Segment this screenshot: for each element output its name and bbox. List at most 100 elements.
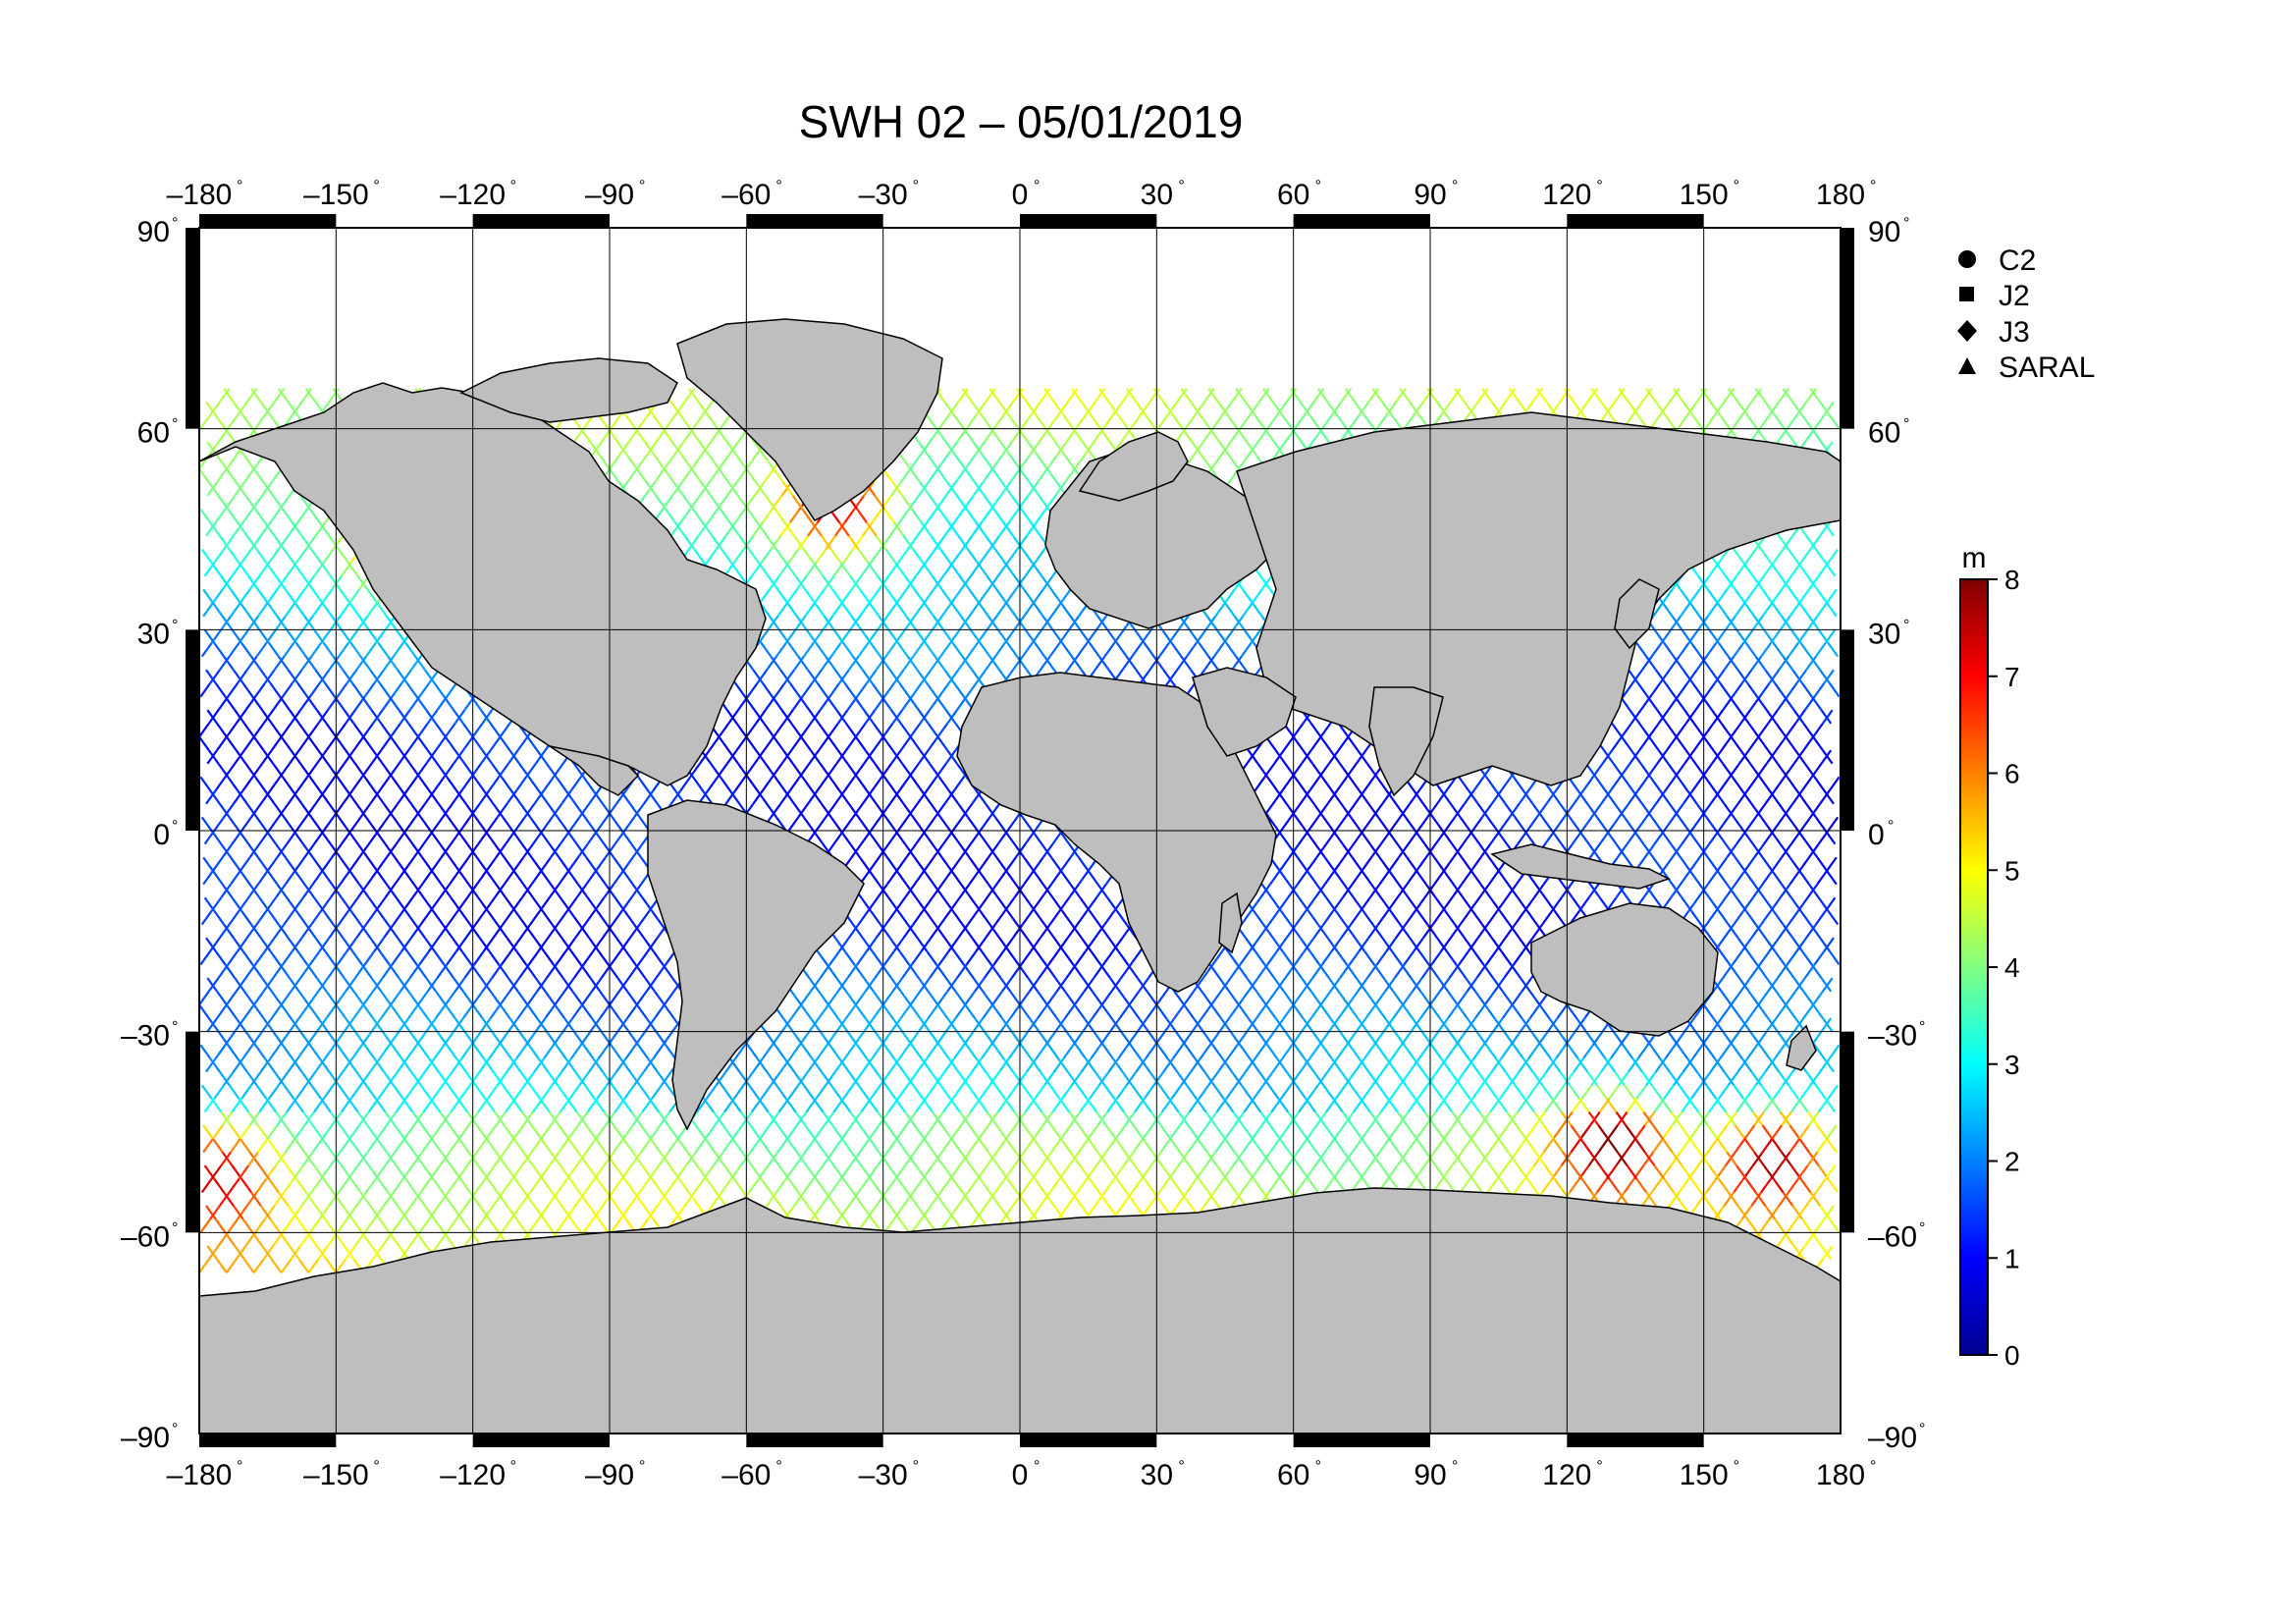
track-segment (235, 1017, 247, 1033)
track-segment (946, 441, 958, 457)
track-segment (342, 1205, 353, 1220)
track-segment (1802, 991, 1815, 1006)
track-segment (321, 1138, 334, 1154)
track-segment (838, 669, 850, 684)
track-segment (464, 1070, 477, 1086)
track-segment (403, 870, 415, 886)
track-segment (992, 414, 1005, 430)
track-segment (457, 1124, 470, 1140)
track-segment (481, 1017, 494, 1033)
track-segment (967, 642, 979, 658)
track-segment (537, 1205, 550, 1220)
track-segment (356, 1151, 369, 1166)
track-segment (1034, 548, 1045, 564)
track-segment (1758, 1044, 1771, 1059)
track-segment (467, 1110, 480, 1126)
track-segment (1725, 1110, 1736, 1126)
track-segment (965, 682, 978, 698)
track-segment (459, 1084, 471, 1100)
track-segment (526, 1003, 539, 1019)
track-segment (1655, 401, 1667, 416)
track-segment (924, 548, 936, 564)
track-segment (376, 870, 388, 886)
track-segment (241, 682, 254, 698)
track-segment (946, 977, 958, 993)
track-segment (802, 642, 815, 658)
track-segment (324, 1218, 336, 1233)
track-segment (1789, 1124, 1801, 1140)
track-segment (789, 776, 801, 791)
track-segment (308, 1044, 321, 1059)
track-segment (1212, 642, 1225, 658)
track-segment (474, 1084, 487, 1100)
track-segment (776, 602, 789, 618)
track-segment (906, 535, 919, 551)
track-segment (834, 521, 846, 537)
track-segment (760, 1084, 773, 1100)
track-segment (518, 1031, 530, 1046)
track-segment (1794, 749, 1806, 765)
track-segment (485, 1124, 498, 1140)
track-segment (934, 803, 946, 818)
track-segment (804, 1138, 816, 1154)
track-segment (752, 789, 764, 805)
track-segment (455, 937, 467, 952)
track-segment (1385, 401, 1398, 416)
track-segment (468, 923, 481, 939)
track-segment (811, 669, 823, 684)
track-segment (1016, 535, 1028, 551)
track-segment (762, 1044, 774, 1059)
track-segment (610, 1218, 622, 1233)
track-segment (1704, 776, 1716, 791)
track-segment (380, 723, 392, 738)
track-segment (1426, 388, 1438, 404)
track-segment (303, 1151, 315, 1166)
track-segment (912, 642, 924, 658)
track-segment (668, 1164, 680, 1180)
track-segment (237, 789, 248, 805)
track-segment (554, 1003, 565, 1019)
track-segment (424, 1205, 436, 1220)
track-segment (254, 776, 266, 791)
track-segment (679, 776, 692, 791)
track-segment (809, 709, 822, 725)
track-segment (1719, 950, 1732, 966)
track-segment (387, 1191, 399, 1207)
track-segment (1723, 803, 1735, 818)
track-segment (1590, 388, 1603, 404)
track-segment (415, 963, 428, 979)
track-segment (1786, 776, 1798, 791)
track-segment (638, 910, 651, 926)
track-segment (1785, 735, 1796, 751)
track-segment (623, 816, 635, 832)
track-segment (1740, 1057, 1753, 1073)
track-segment (879, 1070, 891, 1086)
track-segment (706, 548, 718, 564)
track-segment (779, 521, 791, 537)
track-segment (394, 856, 405, 872)
track-segment (1622, 776, 1634, 791)
track-segment (259, 937, 272, 952)
track-segment (1059, 856, 1072, 872)
track-segment (849, 1151, 861, 1166)
track-segment (995, 602, 1007, 618)
track-segment (519, 923, 532, 939)
track-segment (252, 1258, 265, 1273)
track-segment (831, 602, 843, 618)
track-segment (289, 977, 300, 993)
track-segment (352, 991, 365, 1006)
track-segment (843, 776, 856, 791)
track-segment (554, 991, 565, 1006)
track-segment (1050, 602, 1062, 618)
track-segment (370, 1245, 383, 1261)
track-segment (489, 991, 502, 1006)
track-segment (1680, 856, 1691, 872)
track-segment (220, 1110, 232, 1126)
track-segment (360, 1231, 373, 1247)
track-segment (622, 856, 634, 872)
track-segment (1066, 388, 1079, 404)
track-segment (818, 735, 829, 751)
track-segment (1785, 1003, 1796, 1019)
track-segment (355, 803, 367, 818)
